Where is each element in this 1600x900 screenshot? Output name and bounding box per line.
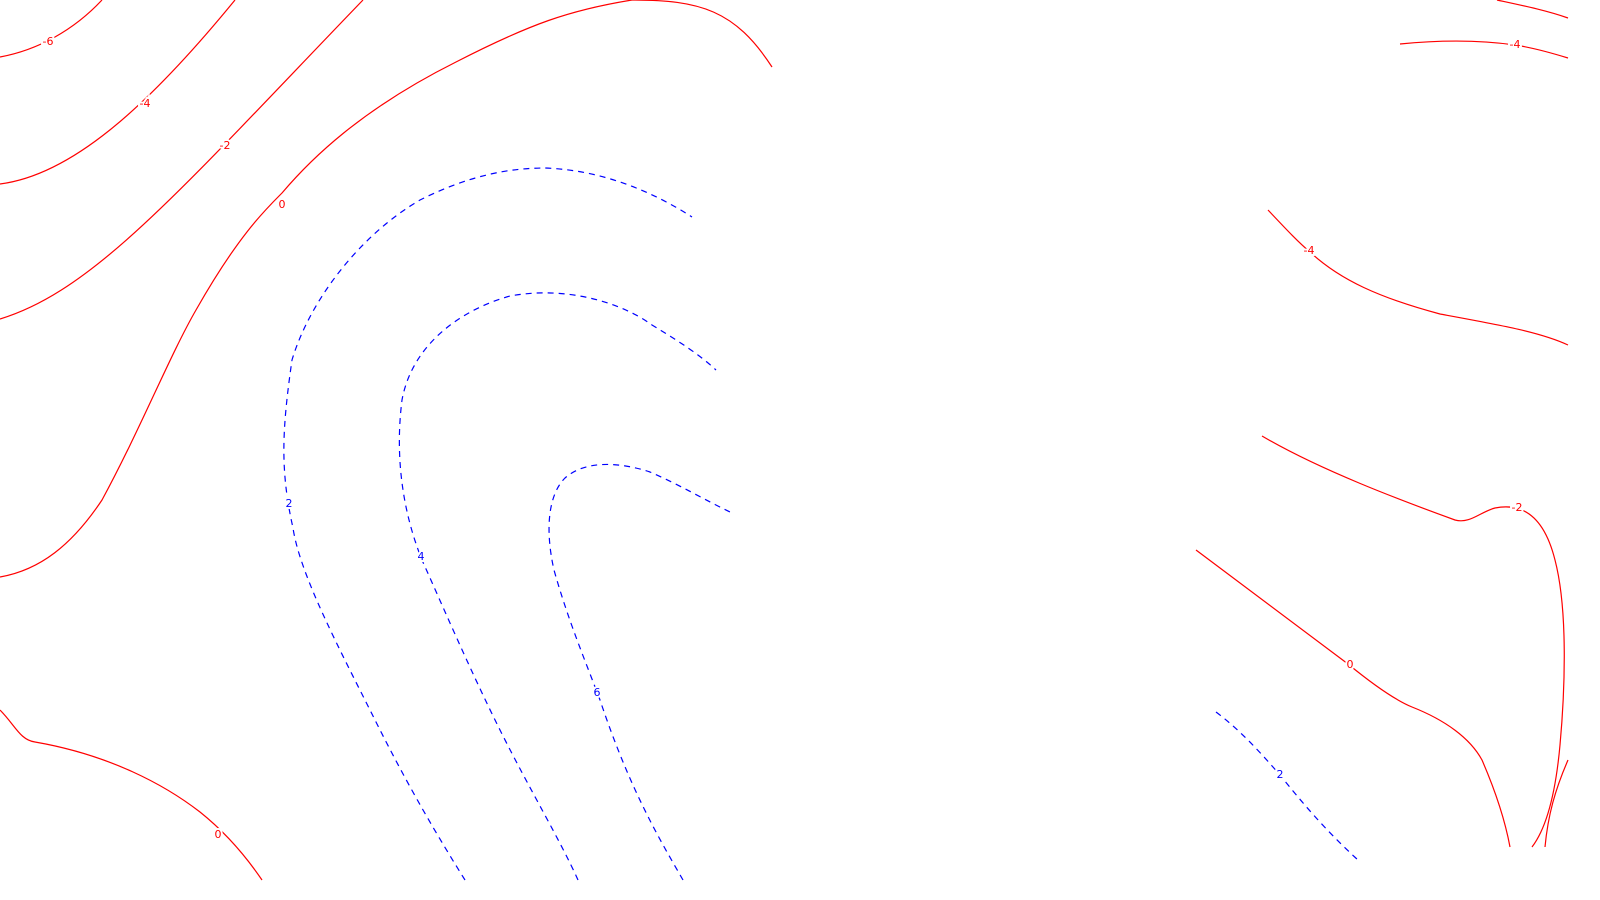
contour-label-c-neg4-west: -4 [140, 97, 151, 110]
contour-label-c-neg4-east: -4 [1304, 244, 1315, 257]
contour-label-c-neg6-west: -6 [43, 35, 54, 48]
contour-label-c-2-center: 2 [286, 497, 293, 510]
contour-label-c-2-southeast: 2 [1277, 768, 1284, 781]
contour-layer [0, 0, 1569, 881]
contour-label-layer: -6 -4 -2 0 2 4 6 0 -4 -4 -2 0 2 [41, 33, 1525, 843]
contour-line-c-0-west [0, 0, 773, 578]
contour-label-c-neg2-west: -2 [220, 139, 231, 152]
contour-line-c-neg4-northeast [1399, 40, 1569, 59]
contour-line-c-0-east [1195, 549, 1511, 848]
contour-line-c-neg2-southeast-fragment [1544, 759, 1569, 848]
contour-label-c-neg4-northeast: -4 [1510, 38, 1521, 51]
contour-label-c-0-east: 0 [1347, 658, 1354, 671]
contour-line-c-neg2-east [1261, 435, 1565, 848]
contour-line-c-2-southeast [1215, 711, 1359, 861]
contour-label-c-neg2-east: -2 [1512, 501, 1523, 514]
contour-label-c-6-center: 6 [594, 686, 601, 699]
contour-label-c-4-center: 4 [418, 550, 425, 563]
contour-line-c-2-center [283, 167, 693, 881]
contour-label-c-0-southwest: 0 [215, 828, 222, 841]
contour-line-c-neg6-northeast [1496, 0, 1569, 19]
contour-line-c-0-southwest [0, 709, 263, 881]
contour-line-c-6-center [548, 463, 731, 881]
contour-line-c-neg6-west [0, 0, 103, 58]
contour-label-c-0-west: 0 [279, 198, 286, 211]
contour-line-c-neg2-west [0, 0, 364, 320]
contour-line-c-neg4-west [0, 0, 236, 185]
contour-line-c-neg4-east [1267, 209, 1569, 346]
